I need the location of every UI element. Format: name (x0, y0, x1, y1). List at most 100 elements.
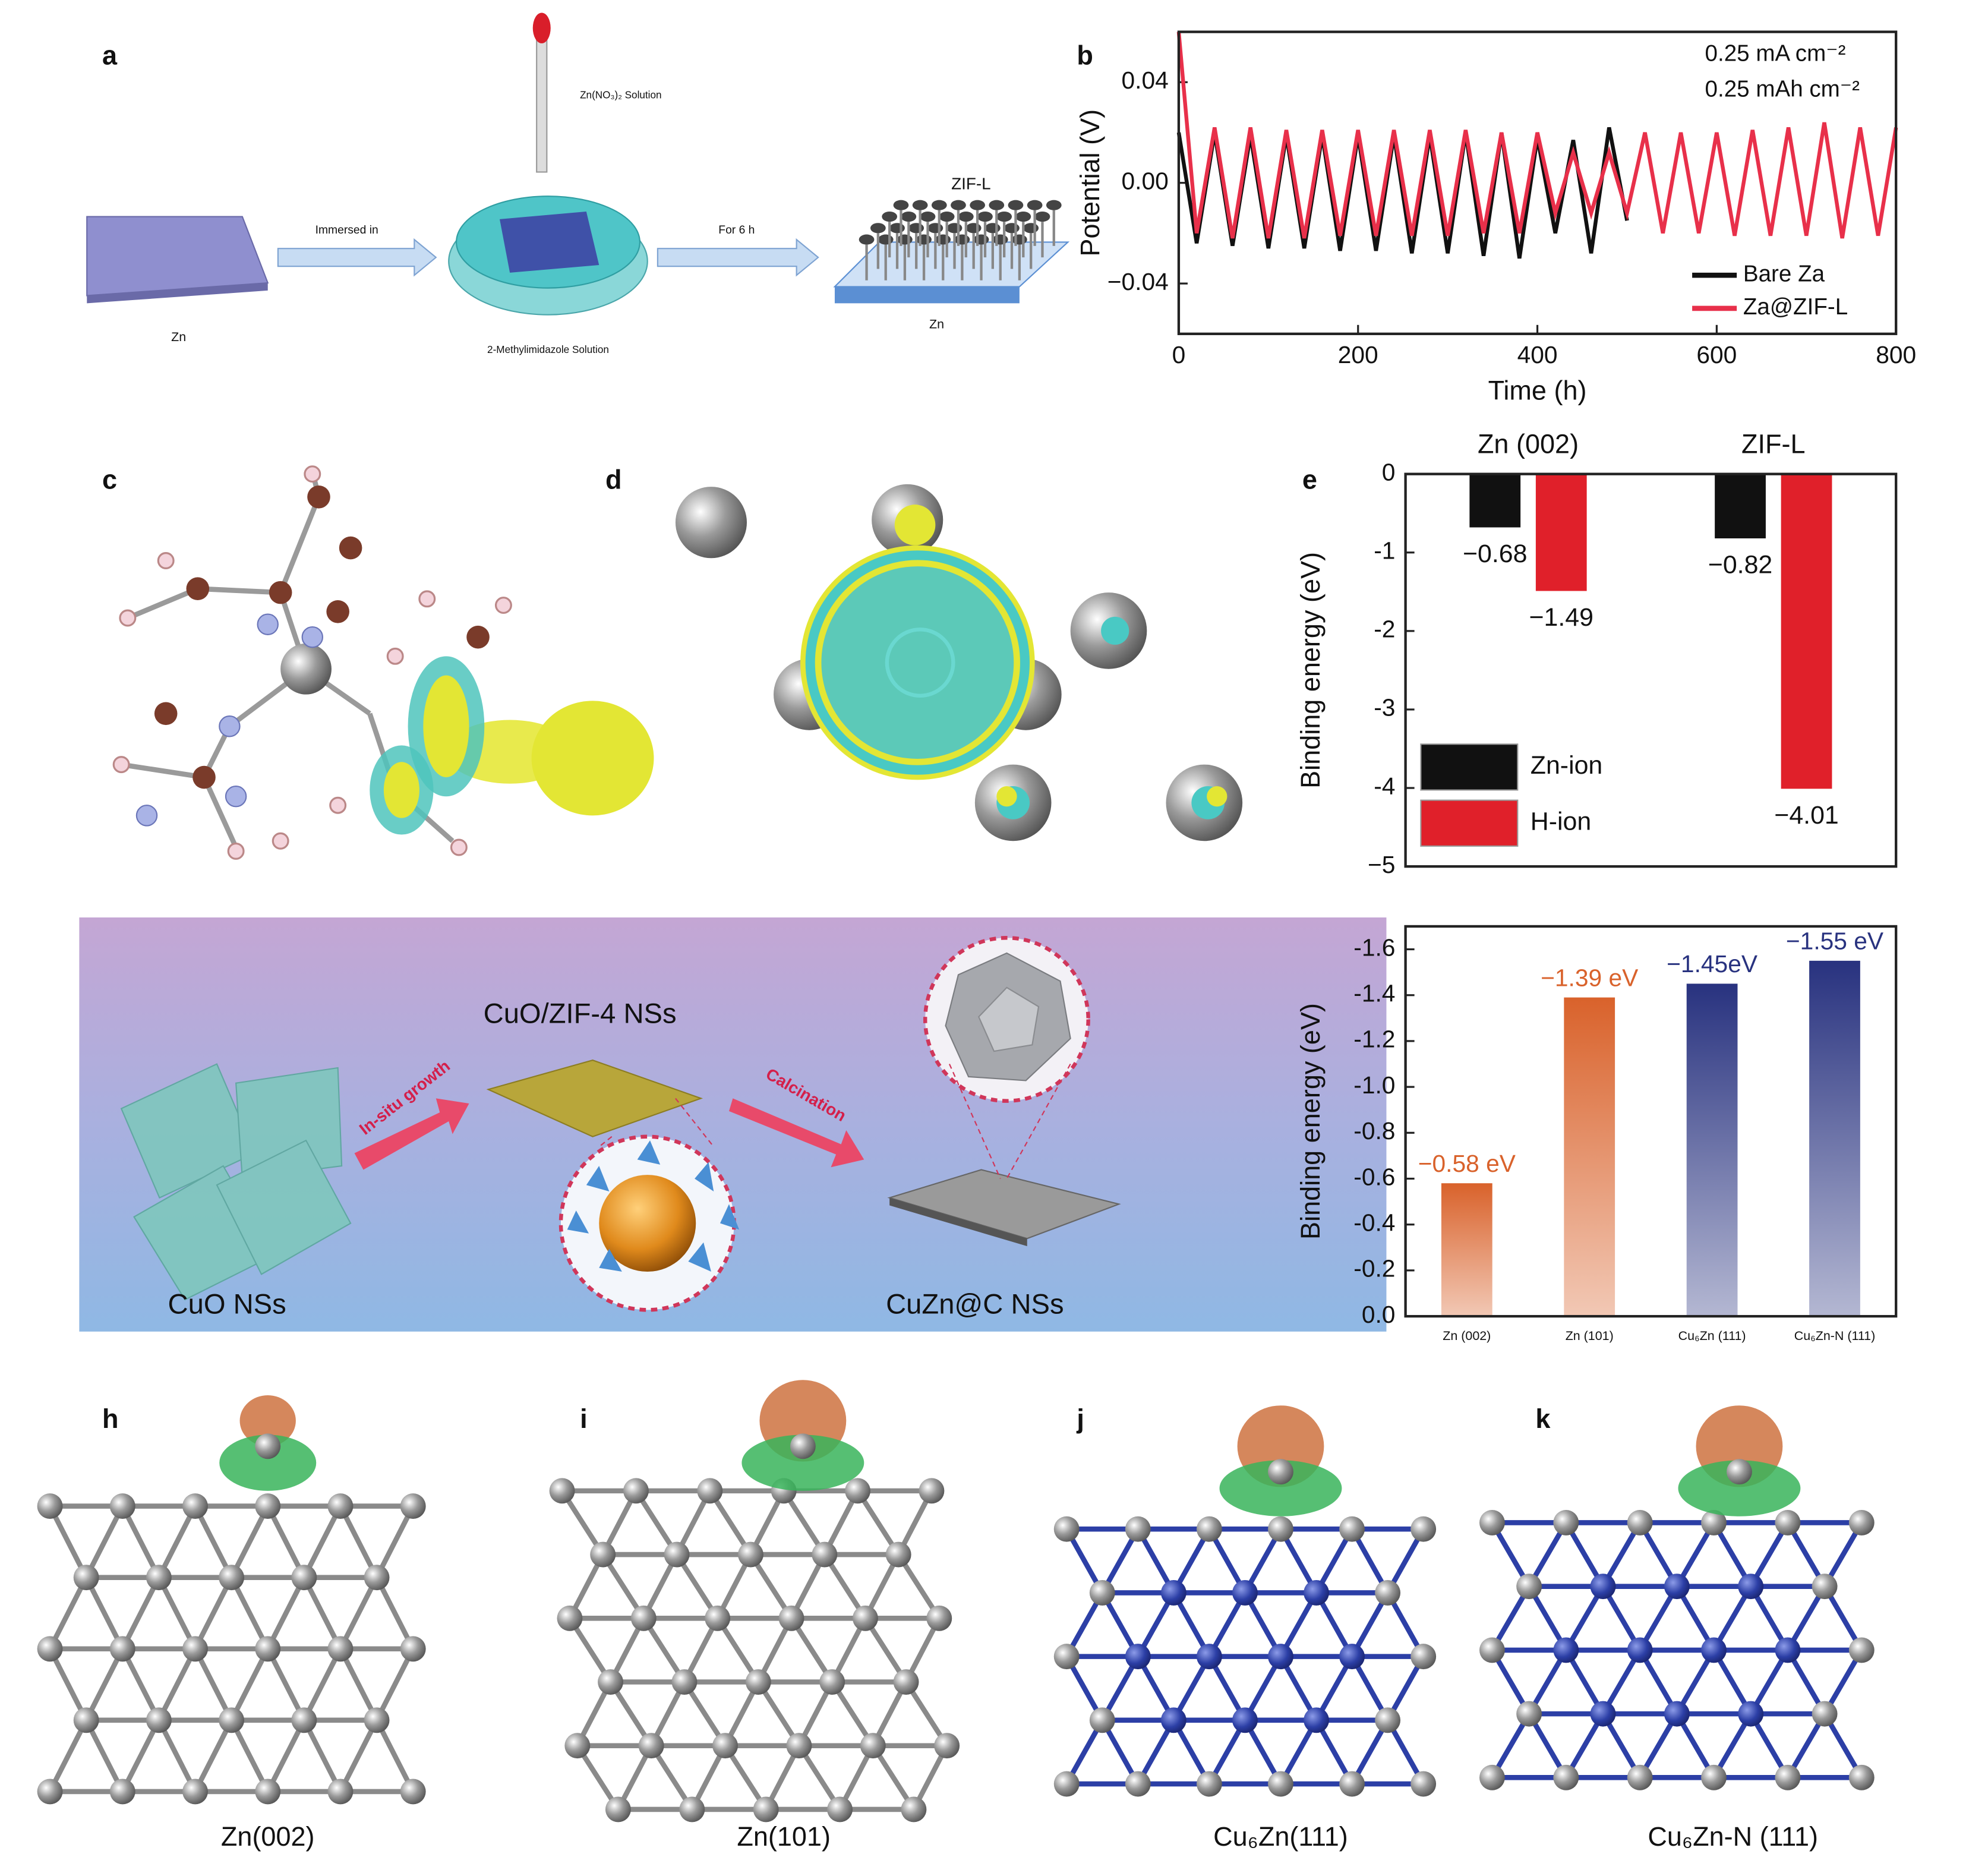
atom (737, 1541, 763, 1568)
adsorbed-atom (1726, 1459, 1752, 1485)
y-tick-label: 0.00 (1121, 167, 1168, 194)
atom (1627, 1510, 1653, 1535)
bond (229, 1576, 270, 1650)
annotation: 0.25 mAh cm⁻² (1705, 76, 1860, 102)
bar (1564, 997, 1615, 1317)
atom (1738, 1701, 1764, 1727)
arrow (277, 238, 437, 277)
atom (109, 1493, 135, 1519)
atom (1410, 1771, 1437, 1797)
atom (146, 1565, 172, 1591)
atom (1775, 1637, 1801, 1663)
atom (37, 1636, 63, 1662)
atom (1339, 1771, 1365, 1797)
atom (327, 1493, 354, 1519)
value-label: −0.68 (1463, 540, 1528, 568)
bond (48, 1647, 89, 1721)
y-tick-label: -1.4 (1353, 979, 1395, 1007)
bond (265, 1576, 307, 1650)
plot-frame (1404, 925, 1898, 1318)
category-label: Zn (002) (1478, 428, 1579, 459)
arrow (354, 1098, 469, 1170)
zif-leaf (954, 234, 970, 245)
zn-plate-edge (87, 283, 268, 304)
atom (109, 1636, 135, 1662)
cuo-zif-sheet (486, 1059, 703, 1137)
bond (156, 1719, 198, 1793)
atom (845, 1478, 870, 1504)
x-tick-label: Cu₆Zn-N (111) (1794, 1329, 1876, 1343)
arrow (657, 238, 819, 277)
atom (219, 1565, 245, 1591)
atom (819, 1669, 845, 1695)
zif-leaf (916, 234, 932, 245)
atom (1516, 1701, 1542, 1727)
y-tick-label: 0 (1382, 458, 1396, 485)
bond (156, 1647, 198, 1721)
bond (48, 1576, 89, 1650)
zif-leaf (1008, 200, 1024, 210)
bond (120, 1576, 162, 1650)
zif-leaf (1012, 234, 1027, 245)
atom (1375, 1579, 1401, 1606)
atom (1304, 1707, 1329, 1733)
atom (753, 1796, 779, 1823)
scheme-text: 2-Methylimidazole Solution (487, 343, 609, 355)
bond (302, 1719, 343, 1793)
atom (1701, 1637, 1727, 1663)
zif-leaf (939, 211, 955, 222)
atom (37, 1493, 63, 1519)
y-tick-label: -1.2 (1353, 1026, 1395, 1053)
legend-swatch (1420, 799, 1519, 847)
adsorbed-atom (1268, 1459, 1293, 1485)
atom (1553, 1637, 1579, 1663)
value-label: −0.58 eV (1418, 1150, 1516, 1177)
atom (852, 1605, 878, 1631)
atom (219, 1707, 245, 1733)
value-label: −1.49 (1529, 603, 1594, 632)
atom (255, 1636, 281, 1662)
y-axis-label: Binding energy (eV) (1295, 552, 1326, 789)
atom (1701, 1510, 1727, 1535)
bond (374, 1719, 416, 1793)
y-tick-label: -3 (1374, 694, 1395, 721)
model-label: Zn(002) (221, 1821, 315, 1852)
panel-letter: a (102, 40, 118, 70)
charge-density (741, 1434, 864, 1491)
bond (302, 1505, 343, 1579)
charge-density (1678, 1460, 1801, 1516)
bond (338, 1576, 379, 1650)
arrow (728, 1098, 864, 1168)
atom (364, 1565, 390, 1591)
scheme-text: CuO/ZIF-4 NSs (484, 997, 677, 1029)
models: Zn(002) Zn(101) Cu₆Zn(111) Cu₆Zn-N (111) (37, 1380, 1875, 1852)
y-tick-label: -2 (1374, 616, 1395, 643)
y-axis-label: Potential (V) (1075, 109, 1105, 257)
y-tick-label: 0.0 (1362, 1301, 1396, 1328)
bond (193, 1719, 234, 1793)
bond (84, 1719, 125, 1793)
atom (1196, 1644, 1222, 1670)
atom (1339, 1516, 1365, 1542)
bond (229, 1505, 270, 1579)
atom (1196, 1771, 1222, 1797)
adsorbed-atom (255, 1433, 281, 1459)
atom (327, 1779, 354, 1805)
atom (1812, 1701, 1838, 1727)
atom (255, 1493, 281, 1519)
zif-leaf (965, 223, 982, 234)
atom (827, 1796, 853, 1823)
bond (193, 1505, 234, 1579)
legend-label: Bare Za (1743, 261, 1825, 286)
atom (712, 1733, 738, 1759)
zif-leaf (946, 223, 963, 234)
cuzn-sheet (887, 1169, 1121, 1240)
atom (638, 1733, 664, 1759)
bond (120, 1505, 162, 1579)
legend-label: H-ion (1531, 808, 1591, 836)
atom (1479, 1637, 1505, 1663)
zif-leaf (1027, 200, 1043, 210)
zif-leaf (992, 234, 1008, 245)
bond (229, 1647, 270, 1721)
